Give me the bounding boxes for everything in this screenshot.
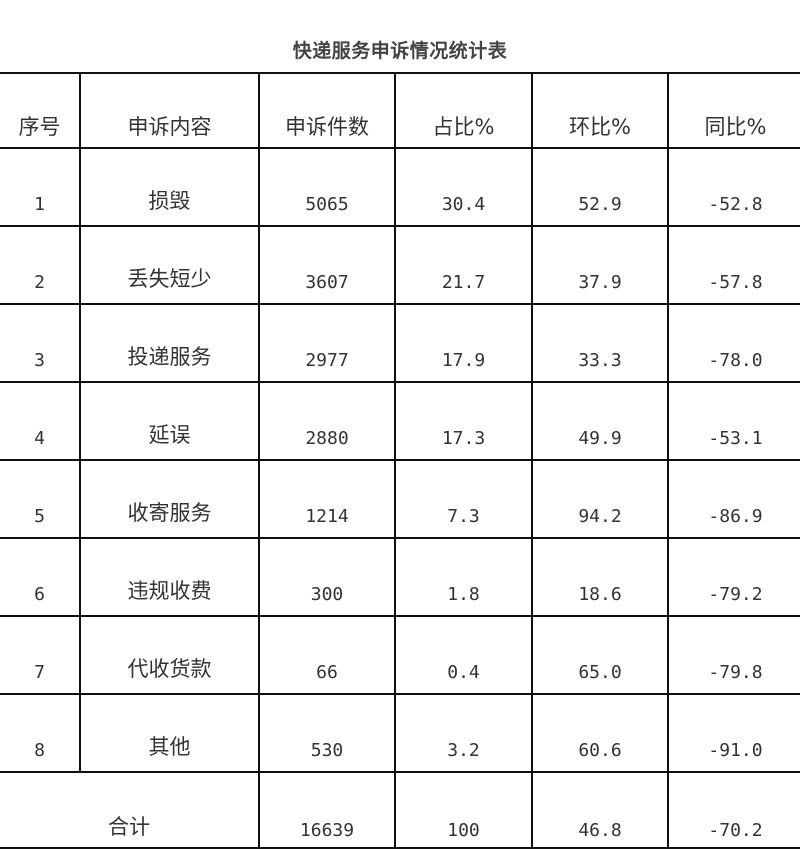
cell-yoy: -79.2 (667, 537, 800, 617)
table-row: 8 其他 530 3.2 60.6 -91.0 (0, 693, 800, 773)
cell-index: 1 (0, 147, 81, 227)
cell-count: 66 (258, 615, 396, 695)
table-row: 3 投递服务 2977 17.9 33.3 -78.0 (0, 303, 800, 383)
cell-share: 3.2 (394, 693, 533, 773)
cell-index: 3 (0, 303, 81, 383)
cell-index: 2 (0, 225, 81, 305)
header-share: 占比% (394, 72, 533, 149)
cell-content: 违规收费 (79, 537, 260, 617)
cell-content: 损毁 (79, 147, 260, 227)
cell-count: 530 (258, 693, 396, 773)
cell-count: 2977 (258, 303, 396, 383)
cell-mom: 37.9 (531, 225, 669, 305)
cell-yoy: -86.9 (667, 459, 800, 539)
cell-mom: 52.9 (531, 147, 669, 227)
cell-yoy: -53.1 (667, 381, 800, 461)
cell-count: 3607 (258, 225, 396, 305)
cell-content: 收寄服务 (79, 459, 260, 539)
cell-count: 5065 (258, 147, 396, 227)
cell-mom: 60.6 (531, 693, 669, 773)
cell-index: 7 (0, 615, 81, 695)
cell-total-mom: 46.8 (531, 771, 669, 849)
cell-content: 其他 (79, 693, 260, 773)
cell-total-label: 合计 (0, 771, 260, 849)
cell-mom: 49.9 (531, 381, 669, 461)
header-count: 申诉件数 (258, 72, 396, 149)
cell-content: 代收货款 (79, 615, 260, 695)
cell-yoy: -78.0 (667, 303, 800, 383)
cell-share: 0.4 (394, 615, 533, 695)
table-row: 5 收寄服务 1214 7.3 94.2 -86.9 (0, 459, 800, 539)
cell-content: 丢失短少 (79, 225, 260, 305)
table-row: 7 代收货款 66 0.4 65.0 -79.8 (0, 615, 800, 695)
cell-share: 7.3 (394, 459, 533, 539)
table-total-row: 合计 16639 100 46.8 -70.2 (0, 771, 800, 849)
cell-yoy: -52.8 (667, 147, 800, 227)
header-content: 申诉内容 (79, 72, 260, 149)
header-index: 序号 (0, 72, 81, 149)
cell-mom: 94.2 (531, 459, 669, 539)
cell-index: 5 (0, 459, 81, 539)
cell-index: 8 (0, 693, 81, 773)
cell-index: 6 (0, 537, 81, 617)
table-row: 6 违规收费 300 1.8 18.6 -79.2 (0, 537, 800, 617)
table-row: 1 损毁 5065 30.4 52.9 -52.8 (0, 147, 800, 227)
cell-count: 300 (258, 537, 396, 617)
cell-share: 17.9 (394, 303, 533, 383)
cell-share: 1.8 (394, 537, 533, 617)
cell-share: 21.7 (394, 225, 533, 305)
cell-share: 30.4 (394, 147, 533, 227)
cell-yoy: -57.8 (667, 225, 800, 305)
cell-mom: 65.0 (531, 615, 669, 695)
cell-content: 投递服务 (79, 303, 260, 383)
complaint-statistics-table: 序号 申诉内容 申诉件数 占比% 环比% 同比% 1 损毁 5065 30.4 … (0, 72, 800, 849)
header-mom: 环比% (531, 72, 669, 149)
cell-total-yoy: -70.2 (667, 771, 800, 849)
cell-count: 2880 (258, 381, 396, 461)
cell-mom: 33.3 (531, 303, 669, 383)
cell-index: 4 (0, 381, 81, 461)
table-title: 快递服务申诉情况统计表 (292, 40, 508, 62)
table-header-row: 序号 申诉内容 申诉件数 占比% 环比% 同比% (0, 72, 800, 149)
table-row: 4 延误 2880 17.3 49.9 -53.1 (0, 381, 800, 461)
cell-share: 17.3 (394, 381, 533, 461)
cell-total-count: 16639 (258, 771, 396, 849)
cell-yoy: -79.8 (667, 615, 800, 695)
header-yoy: 同比% (667, 72, 800, 149)
cell-yoy: -91.0 (667, 693, 800, 773)
cell-mom: 18.6 (531, 537, 669, 617)
cell-count: 1214 (258, 459, 396, 539)
cell-content: 延误 (79, 381, 260, 461)
cell-total-share: 100 (394, 771, 533, 849)
table-row: 2 丢失短少 3607 21.7 37.9 -57.8 (0, 225, 800, 305)
